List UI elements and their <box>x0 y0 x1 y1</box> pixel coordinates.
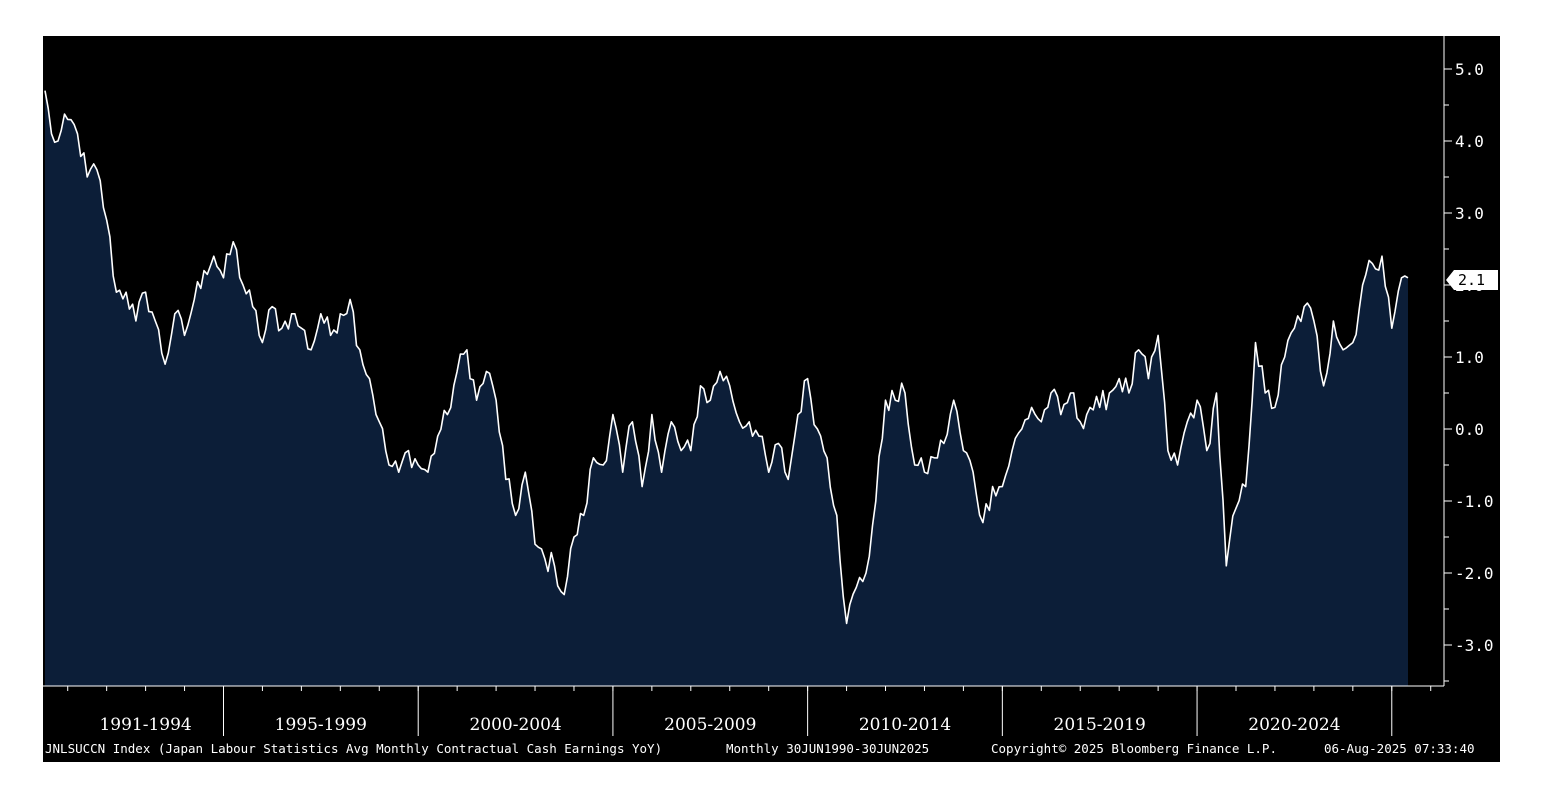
footer-copyright: Copyright© 2025 Bloomberg Finance L.P. <box>991 741 1277 756</box>
footer-period: Monthly 30JUN1990-30JUN2025 <box>726 741 929 756</box>
x-tick-label: 1991-1994 <box>99 715 191 735</box>
footer-timestamp: 06-Aug-2025 07:33:40 <box>1324 741 1475 756</box>
y-tick-label: 4.0 <box>1455 132 1484 151</box>
y-tick-label: -3.0 <box>1455 636 1494 655</box>
footer: JNLSUCCN Index (Japan Labour Statistics … <box>45 741 1475 756</box>
series-line <box>44 90 1409 625</box>
x-tick-label: 1995-1999 <box>275 715 367 735</box>
x-tick-label: 2000-2004 <box>469 715 561 735</box>
x-tick-label: 2015-2019 <box>1054 715 1146 735</box>
x-tick-label: 2010-2014 <box>859 715 951 735</box>
y-tick-label: -2.0 <box>1455 564 1494 583</box>
last-value-marker: 2.1 <box>1446 270 1498 290</box>
x-tick-label: 2020-2024 <box>1248 715 1340 735</box>
y-tick-label: 0.0 <box>1455 420 1484 439</box>
series-area <box>45 90 1408 687</box>
y-tick-label: -1.0 <box>1455 492 1494 511</box>
y-tick-label: 5.0 <box>1455 60 1484 79</box>
footer-description: JNLSUCCN Index (Japan Labour Statistics … <box>45 741 662 756</box>
last-value-box <box>1446 270 1498 290</box>
x-tick-label: 2005-2009 <box>664 715 756 735</box>
y-tick-label: 3.0 <box>1455 204 1484 223</box>
y-tick-label: 1.0 <box>1455 348 1484 367</box>
x-axis: 1991-1994 1995-1999 2000-2004 2005-2009 2010… <box>67 686 1432 736</box>
last-value-label: 2.1 <box>1458 271 1485 289</box>
